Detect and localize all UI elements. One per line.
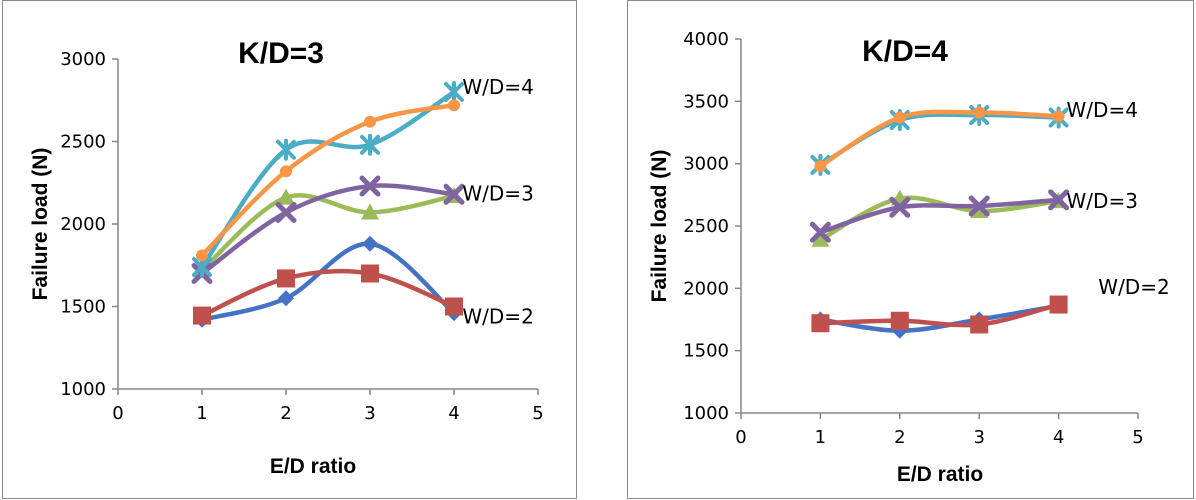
- data-point: [445, 297, 463, 316]
- data-point: [811, 314, 830, 333]
- chart-title: K/D=4: [862, 35, 948, 68]
- series-line: [818, 302, 1061, 328]
- x-tick-label: 4: [1053, 427, 1064, 448]
- data-point: [361, 264, 379, 283]
- chart-kd3: 1000 1500 2000 2500 3000 0 1 2 3 4 5 K/D=3 E/D ratio…: [29, 37, 544, 478]
- data-point: [1048, 189, 1070, 211]
- data-point: [973, 106, 986, 119]
- series-2: [193, 264, 463, 325]
- data-point: [889, 196, 911, 218]
- data-point: [448, 99, 460, 112]
- series-line: [818, 197, 1061, 235]
- x-tick-label: 4: [448, 403, 459, 424]
- data-point: [811, 230, 830, 247]
- series-line: [199, 102, 457, 258]
- series-annotation: W/D=3: [462, 181, 533, 205]
- x-axis-title: E/D ratio: [270, 455, 356, 478]
- y-tick-label: 1500: [60, 297, 106, 318]
- x-tick-label: 5: [1132, 427, 1143, 448]
- x-tick-label: 3: [973, 427, 984, 448]
- x-tick-label: 1: [815, 427, 826, 448]
- series-line: [199, 89, 457, 270]
- data-point: [275, 201, 297, 223]
- series-line: [818, 303, 1061, 333]
- x-tick-label: 3: [364, 403, 375, 424]
- data-point: [968, 195, 990, 217]
- y-tick-label: 2500: [683, 216, 729, 237]
- y-axis-title: Failure load (N): [648, 150, 671, 303]
- data-point: [277, 188, 295, 205]
- data-point: [364, 115, 376, 128]
- data-point: [360, 133, 380, 156]
- series-annotation: W/D=4: [1067, 98, 1138, 122]
- data-point: [443, 183, 465, 205]
- data-point: [1052, 110, 1065, 123]
- series-2: [811, 295, 1068, 334]
- y-tick-label: 3000: [60, 49, 106, 70]
- data-point: [196, 249, 208, 262]
- data-point: [359, 175, 381, 197]
- data-point: [278, 290, 294, 307]
- series-6: [814, 106, 1065, 173]
- chart-title: K/D=3: [238, 37, 324, 70]
- x-axis-title: E/D ratio: [897, 463, 983, 486]
- y-tick-label: 1000: [683, 403, 729, 424]
- x-tick-label: 2: [280, 403, 291, 424]
- series-line: [199, 241, 457, 322]
- series-5: [192, 81, 464, 278]
- x-tick-label: 2: [894, 427, 905, 448]
- data-point: [809, 221, 831, 243]
- data-point: [814, 160, 827, 173]
- data-point: [277, 269, 295, 288]
- series-line: [199, 268, 457, 318]
- series-line: [818, 109, 1061, 169]
- data-point: [276, 138, 296, 161]
- series-annotation: W/D=2: [1098, 275, 1169, 299]
- y-tick-label: 2000: [60, 214, 106, 235]
- chart-panel-kd4: 1000 1500 2000 2500 3000 3500 4000 0 1 2 3 4 5 K/D=4 E…: [627, 0, 1194, 499]
- y-axis-title: Failure load (N): [29, 148, 52, 301]
- data-point: [444, 81, 464, 103]
- data-point: [890, 311, 909, 330]
- series-6: [196, 99, 460, 262]
- y-tick-label: 2000: [683, 278, 729, 299]
- x-tick-label: 1: [196, 403, 207, 424]
- data-point: [362, 235, 378, 252]
- y-tick-label: 3500: [683, 91, 729, 112]
- series-4: [809, 189, 1070, 243]
- series-1: [812, 297, 1067, 339]
- data-point: [280, 165, 292, 178]
- chart-kd4: 1000 1500 2000 2500 3000 3500 4000 0 1 2 3 4 5 K/D=4 E…: [648, 29, 1170, 486]
- y-tick-label: 2500: [60, 132, 106, 153]
- y-tick-label: 3000: [683, 154, 729, 175]
- x-tick-label: 5: [532, 403, 543, 424]
- x-tick-label: 0: [735, 427, 746, 448]
- data-point: [970, 315, 989, 334]
- data-point: [193, 306, 211, 325]
- data-point: [893, 111, 906, 124]
- chart-panel-kd3: 1000 1500 2000 2500 3000 0 1 2 3 4 5 K/D=3 E/D ratio…: [2, 0, 577, 499]
- series-line: [199, 193, 457, 273]
- series-annotation: W/D=4: [462, 75, 533, 99]
- x-tick-label: 0: [112, 403, 123, 424]
- y-tick-label: 1000: [60, 379, 106, 400]
- series-annotation: W/D=3: [1067, 189, 1138, 213]
- data-point: [361, 203, 379, 220]
- y-tick-label: 1500: [683, 341, 729, 362]
- series-3: [811, 189, 1068, 247]
- series-line: [199, 183, 457, 276]
- y-tick-label: 4000: [683, 29, 729, 50]
- data-point: [1049, 295, 1068, 314]
- series-annotation: W/D=2: [462, 304, 533, 328]
